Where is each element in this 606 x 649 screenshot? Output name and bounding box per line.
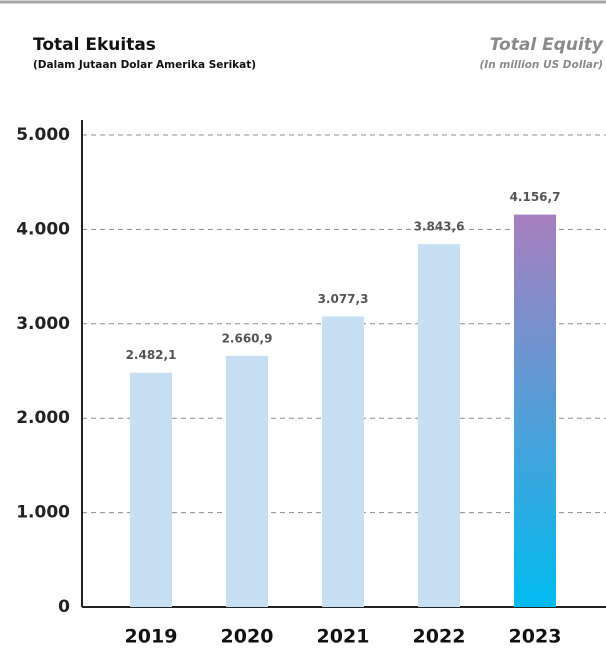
chart-title-en: Total Equity xyxy=(490,35,604,55)
y-tick-label: 4.000 xyxy=(16,219,70,239)
chart-subtitle-en: (In million US Dollar) xyxy=(480,59,603,71)
chart-subtitle: (Dalam Jutaan Dolar Amerika Serikat) xyxy=(33,59,256,71)
y-tick-label: 2.000 xyxy=(16,408,70,428)
x-tick-label: 2021 xyxy=(317,626,370,648)
value-label: 2.482,1 xyxy=(126,348,177,362)
value-label: 3.843,6 xyxy=(414,220,465,234)
bar xyxy=(130,372,172,607)
value-label: 2.660,9 xyxy=(222,331,273,345)
bar xyxy=(418,244,460,607)
x-tick-label: 2022 xyxy=(413,626,466,648)
y-tick-label: 3.000 xyxy=(16,314,70,334)
x-tick-label: 2019 xyxy=(125,626,178,648)
y-tick-label: 0 xyxy=(58,597,70,617)
y-tick-label: 5.000 xyxy=(16,125,70,145)
bar xyxy=(322,316,364,607)
bar xyxy=(226,355,268,607)
y-tick-label: 1.000 xyxy=(16,503,70,523)
value-label: 3.077,3 xyxy=(318,292,369,306)
x-tick-label: 2023 xyxy=(509,626,562,648)
bar xyxy=(514,214,556,607)
value-label: 4.156,7 xyxy=(510,190,561,204)
x-tick-label: 2020 xyxy=(221,626,274,648)
chart-title: Total Ekuitas xyxy=(33,35,156,55)
